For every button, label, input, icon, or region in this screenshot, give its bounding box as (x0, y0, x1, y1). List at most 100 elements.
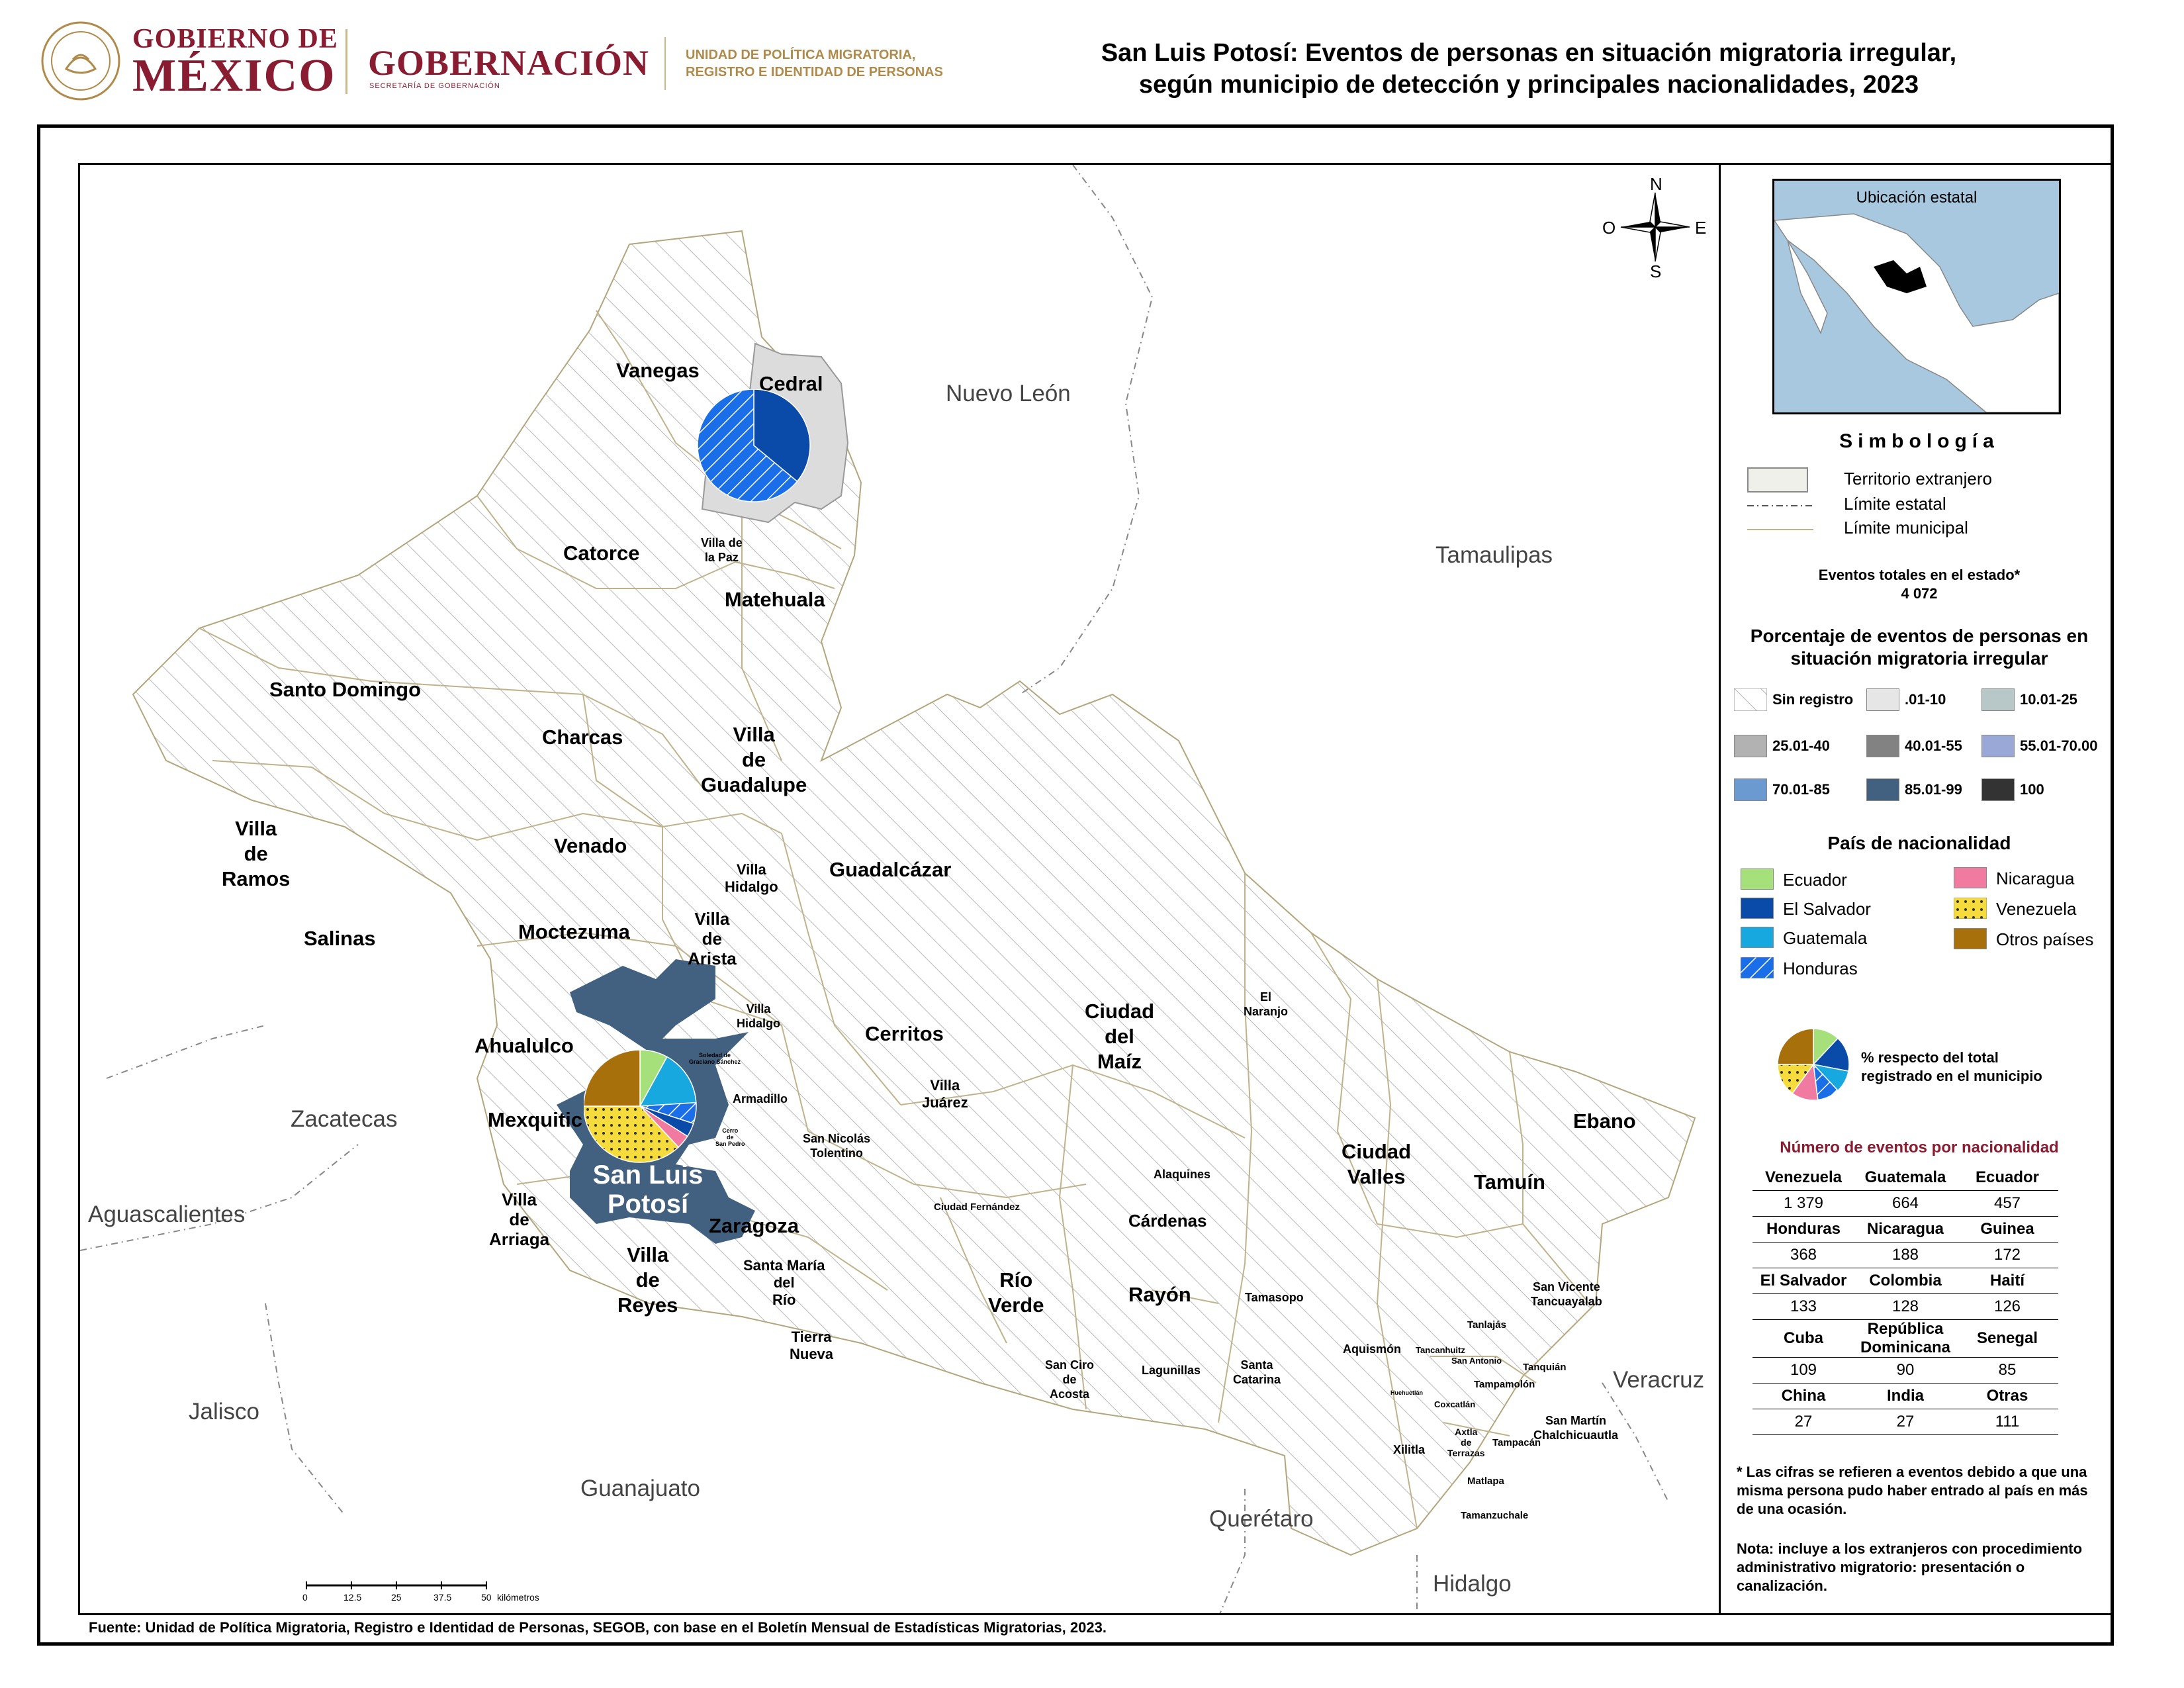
table-header-row: Venezuela Guatemala Ecuador (1752, 1165, 2058, 1191)
muni-xilitla: Xilitla (1393, 1443, 1426, 1456)
class-70-85: 70.01-85 (1734, 778, 1830, 801)
nat-label: Nicaragua (1996, 868, 2075, 888)
pie-cedral (698, 389, 811, 502)
table-row: 1 379 664 457 (1752, 1190, 2058, 1217)
muni-tamasopo: Tamasopo (1245, 1291, 1304, 1304)
scale-bar: 0 12.5 25 37.5 50 kilómetros (302, 1579, 649, 1612)
pie-note: % respecto del total registrado en el mu… (1861, 1049, 2042, 1086)
muni-coxcatlan: Coxcatlán (1434, 1399, 1476, 1409)
swatch (1954, 867, 1987, 888)
pie-slice-otros (584, 1050, 641, 1107)
class-55-70: 55.01-70.00 (1981, 735, 2097, 757)
muni-san-vicente-tancuayalab: San Vicente Tancuayalab (1531, 1280, 1602, 1308)
muni-rayon: Rayón (1128, 1283, 1191, 1306)
state-tamaulipas: Tamaulipas (1435, 542, 1553, 568)
mexico-inset-map (1774, 213, 2059, 412)
muni-ciudad-fernandez: Ciudad Fernández (934, 1201, 1021, 1213)
class-25-40: 25.01-40 (1734, 735, 1830, 757)
table-cell: 133 (1752, 1293, 1854, 1320)
header-divider-2 (664, 37, 666, 90)
swatch (1741, 898, 1774, 919)
class-label: Sin registro (1772, 691, 1854, 708)
swatch (1734, 778, 1767, 801)
compass-n: N (1650, 174, 1662, 194)
state-queretaro: Querétaro (1209, 1506, 1314, 1532)
table-header-cell: Nicaragua (1854, 1216, 1956, 1243)
state-nuevo-leon: Nuevo León (946, 381, 1071, 406)
swatch (1954, 928, 1987, 949)
pie-slice-el_salvador (1812, 1037, 1850, 1072)
muni-mexquitic: Mexquitic (488, 1108, 582, 1131)
mexico-seal-icon (41, 21, 120, 101)
table-cell: 664 (1854, 1190, 1956, 1217)
swatch (1981, 688, 2015, 711)
map-panel: Nuevo León Tamaulipas Zacatecas Aguascal… (78, 163, 1721, 1615)
nat-label: El Salvador (1783, 899, 1871, 919)
table-header-cell: Haití (1956, 1268, 2058, 1294)
swatch (1734, 735, 1767, 757)
muni-vanegas: Vanegas (616, 359, 700, 382)
class-85-99: 85.01-99 (1866, 778, 1962, 801)
pais-title: País de nacionalidad (1827, 833, 2011, 853)
pie-note-line2: registrado en el municipio (1861, 1068, 2042, 1084)
class-label: 10.01-25 (2020, 691, 2077, 708)
pie-slice-otros (1778, 1029, 1814, 1065)
muni-villa-de-ramos: Villa de Ramos (222, 817, 291, 890)
swatch-dots (1953, 897, 1987, 919)
class-label: 70.01-85 (1772, 781, 1830, 798)
muni-tamanzuchale: Tamanzuchale (1461, 1510, 1529, 1521)
swatch (1741, 868, 1774, 890)
class-label: 85.01-99 (1905, 781, 1962, 798)
class-label: .01-10 (1905, 691, 1946, 708)
compass-s: S (1650, 261, 1662, 281)
nat-otros: Otros países (1954, 928, 2093, 949)
muni-soledad: Soledad de Graciano Sánchez (689, 1052, 741, 1065)
state-map (80, 165, 1696, 1613)
pie-san-luis-potosi (584, 1050, 697, 1163)
gobernacion-logo: GOBERNACIÓN (368, 43, 650, 83)
state-veracruz: Veracruz (1613, 1367, 1705, 1393)
table-cell: 188 (1854, 1242, 1956, 1268)
class-label: 55.01-70.00 (2020, 737, 2098, 754)
muni-alaquines: Alaquines (1154, 1168, 1211, 1181)
scale-unit: kilómetros (497, 1592, 539, 1603)
muni-huehuetlan: Huehuetlán (1390, 1389, 1424, 1396)
muni-villa-de-reyes: Villa de Reyes (617, 1243, 678, 1317)
table-header-row: China India Otras (1752, 1383, 2058, 1409)
muni-san-nicolas-tolentino: San Nicolás Tolentino (803, 1132, 871, 1160)
compass-icon (1620, 192, 1690, 262)
muni-villa-de-guadalupe: Villa de Guadalupe (701, 723, 807, 796)
porcentaje-line2: situación migratoria irregular (1790, 648, 2048, 669)
nat-el-salvador: El Salvador (1741, 898, 1871, 919)
muni-san-antonio: San Antonio (1451, 1356, 1502, 1366)
unit-line1: UNIDAD DE POLÍTICA MIGRATORIA, (686, 48, 916, 62)
note-1: * Las cifras se refieren a eventos debid… (1737, 1464, 2088, 1517)
muni-tamuin: Tamuín (1474, 1170, 1545, 1194)
muni-tanquian: Tanquián (1523, 1362, 1567, 1373)
muni-cerritos: Cerritos (865, 1022, 944, 1045)
muni-santa-catarina: Santa Catarina (1233, 1358, 1281, 1386)
muni-san-martin-chalchicuautla: San Martín Chalchicuautla (1533, 1414, 1619, 1442)
legend-example-pie (1778, 1029, 1850, 1101)
state-hidalgo: Hidalgo (1433, 1571, 1512, 1597)
secretaria-text: SECRETARÍA DE GOBERNACIÓN (369, 82, 500, 90)
legend-panel (1721, 163, 2113, 1615)
swatch (1741, 927, 1774, 948)
muni-villa-juarez: Villa Juárez (922, 1077, 968, 1111)
nat-guatemala: Guatemala (1741, 927, 1867, 948)
title-line2: según municipio de detección y principal… (1138, 71, 1919, 99)
nat-nicaragua: Nicaragua (1954, 867, 2075, 888)
capital-label: San Luis Potosí (592, 1160, 704, 1219)
table-header-cell: Honduras (1752, 1216, 1854, 1243)
limite-municipal-line (1747, 529, 1813, 530)
muni-catorce: Catorce (563, 541, 640, 565)
scale-12: 12.5 (343, 1592, 362, 1603)
muni-matlapa: Matlapa (1467, 1476, 1504, 1487)
pie-slice-guatemala (639, 1056, 697, 1107)
table-header-cell: Venezuela (1752, 1165, 1854, 1191)
muni-villa-hidalgo-2: Villa Hidalgo (737, 1002, 780, 1030)
muni-villa-de-arriaga: Villa de Arriaga (489, 1190, 550, 1249)
nat-honduras: Honduras (1740, 957, 1858, 982)
table-header-cell: Cuba (1752, 1319, 1854, 1358)
page-title: San Luis Potosí: Eventos de personas en … (960, 37, 2098, 101)
